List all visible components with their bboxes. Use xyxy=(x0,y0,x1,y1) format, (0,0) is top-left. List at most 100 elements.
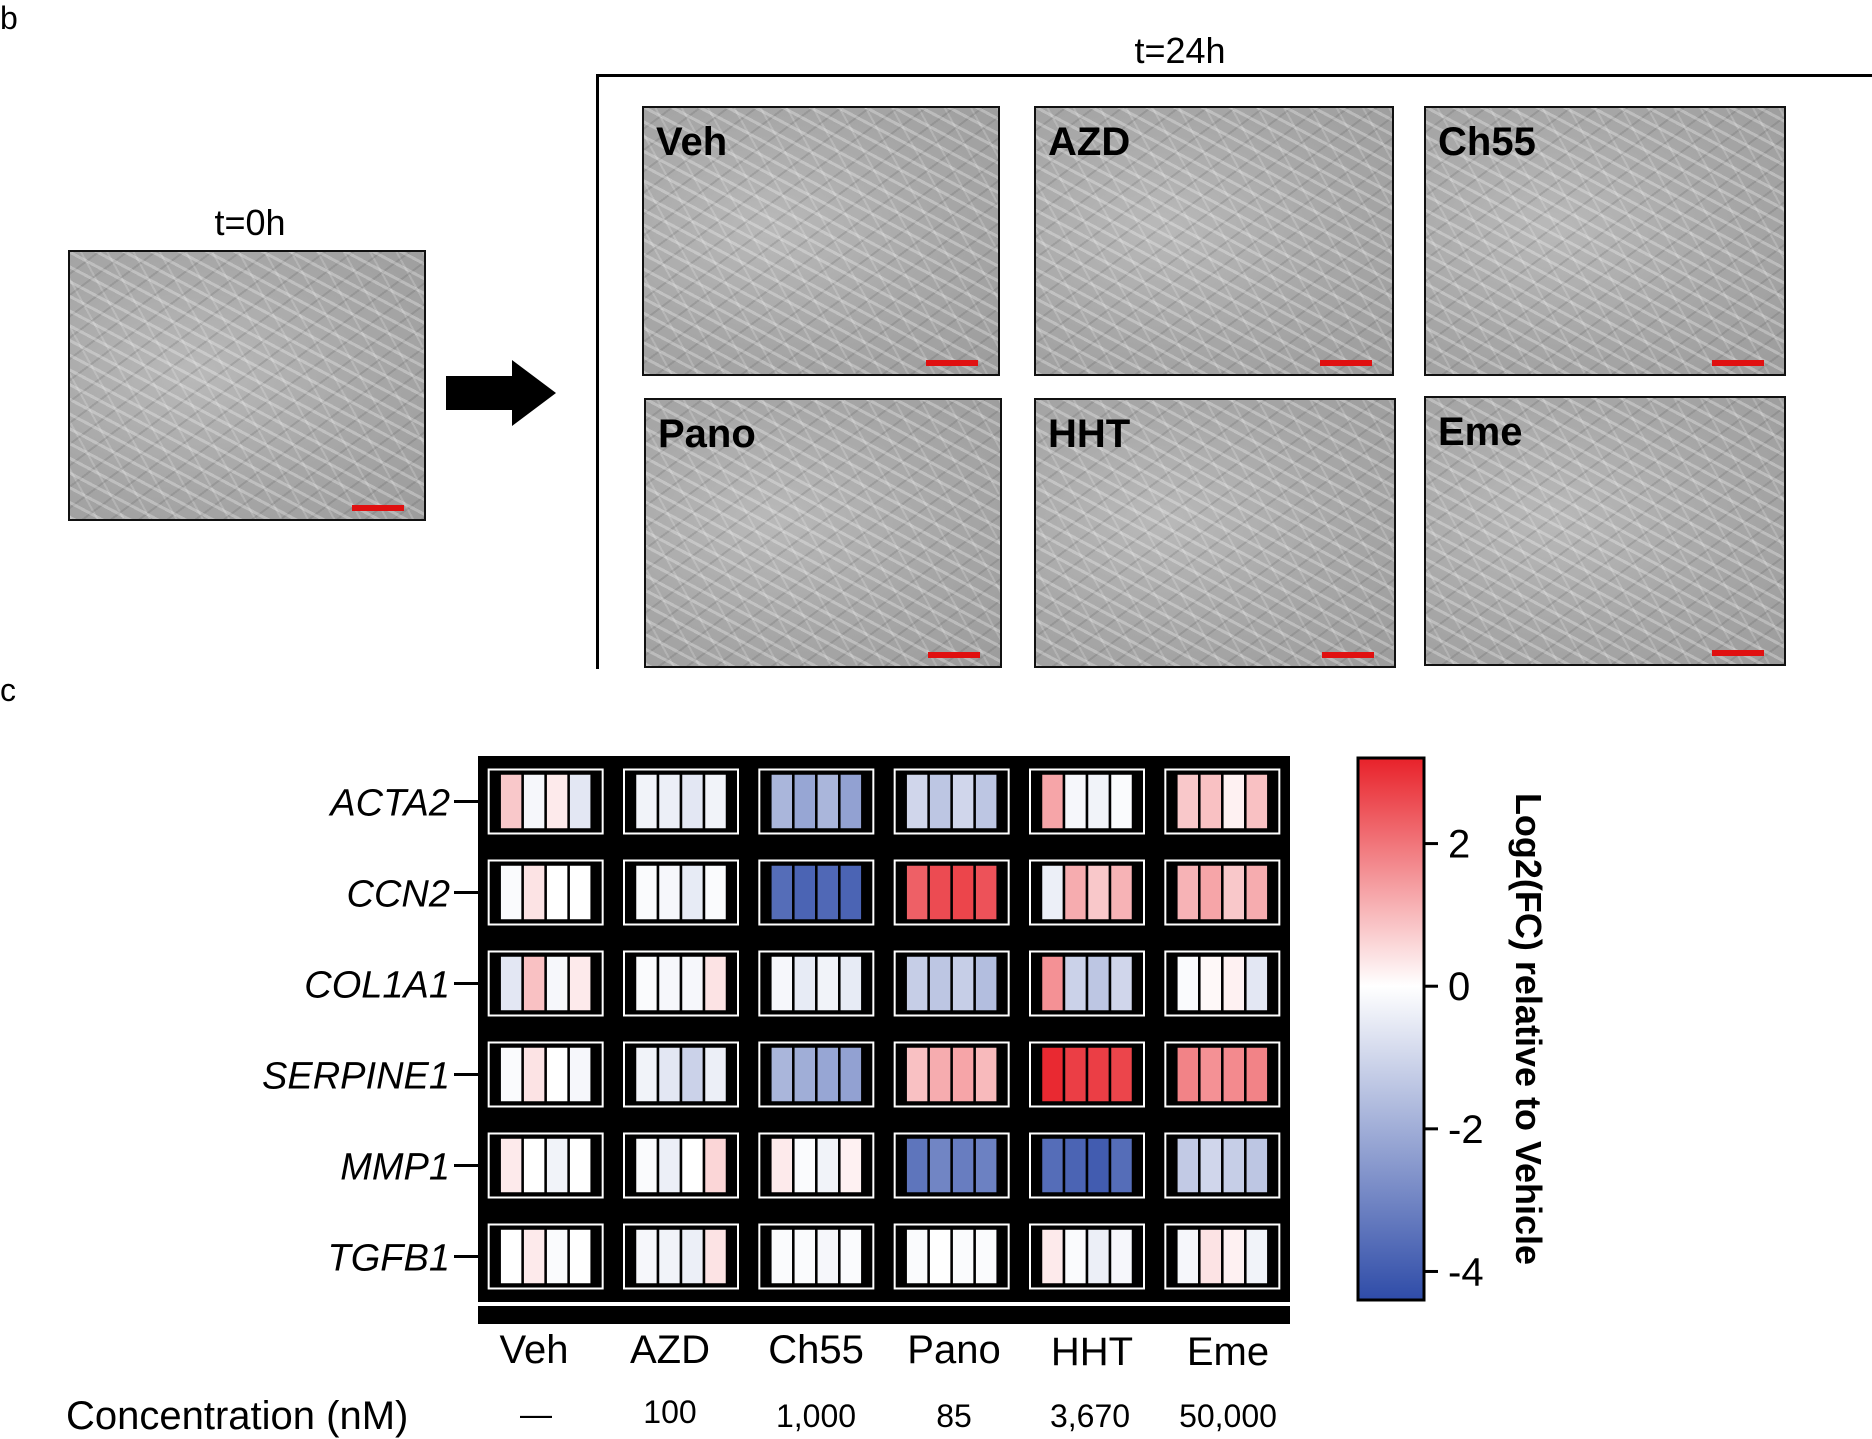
heatmap-cell xyxy=(838,1045,864,1104)
cell-block xyxy=(1164,859,1281,926)
heatmap-cell xyxy=(1175,1045,1201,1104)
heatmap-cell xyxy=(950,1227,976,1286)
treatment-bar xyxy=(478,1306,1290,1324)
heatmap-cell xyxy=(656,1136,683,1195)
heatmap-cell xyxy=(792,954,818,1013)
heatmap-cell xyxy=(1062,1227,1089,1286)
heatmap-cell xyxy=(567,1227,593,1286)
heatmap-cell xyxy=(1085,954,1112,1013)
cell-block xyxy=(487,859,604,926)
concentration-value: 100 xyxy=(643,1394,697,1430)
heatmap-cell xyxy=(633,1136,660,1195)
heatmap-cell xyxy=(1175,1227,1201,1286)
heatmap-cell xyxy=(1198,1136,1224,1195)
cell-block xyxy=(1164,950,1281,1017)
heatmap-cell xyxy=(656,1227,683,1286)
cell-block xyxy=(1164,1041,1281,1108)
cell-block xyxy=(623,1223,739,1290)
heatmap-cell xyxy=(1039,772,1066,831)
heatmap-cell xyxy=(679,1045,706,1104)
heatmap-cell xyxy=(679,772,706,831)
heatmap-cell xyxy=(544,954,570,1013)
cell-block xyxy=(623,768,739,835)
heatmap-cell xyxy=(927,1227,953,1286)
t0-label: t=0h xyxy=(214,202,286,243)
heatmap-cell xyxy=(1108,772,1135,831)
heatmap-cell xyxy=(1108,1227,1135,1286)
heatmap-cell xyxy=(838,772,864,831)
heatmap-cell xyxy=(1085,1227,1112,1286)
heatmap-cell xyxy=(498,863,524,922)
heatmap-cell xyxy=(1244,1227,1270,1286)
heatmap-cell xyxy=(521,1227,547,1286)
cell-block xyxy=(893,950,1010,1017)
cell-block xyxy=(758,950,875,1017)
heatmap-cell xyxy=(792,1227,818,1286)
heatmap-cell xyxy=(792,1045,818,1104)
heatmap-cell xyxy=(702,772,729,831)
gene-label: TGFB1 xyxy=(328,1238,450,1280)
colorbar xyxy=(1356,756,1426,1302)
heatmap-cell xyxy=(973,1045,999,1104)
heatmap-cell xyxy=(1198,863,1224,922)
gene-label: COL1A1 xyxy=(304,965,450,1007)
micrograph-veh: Veh xyxy=(642,106,1000,376)
heatmap-cell xyxy=(815,772,841,831)
heatmap-cell xyxy=(769,863,795,922)
heatmap-cell xyxy=(815,1227,841,1286)
heatmap-cell xyxy=(792,863,818,922)
heatmap-cell xyxy=(1244,772,1270,831)
heatmap-cell xyxy=(544,863,570,922)
cell-block xyxy=(623,859,739,926)
cell-block xyxy=(1029,768,1145,835)
concentration-value: 85 xyxy=(936,1398,972,1434)
heatmap-cell xyxy=(567,954,593,1013)
heatmap-cell xyxy=(815,1136,841,1195)
heatmap-cell xyxy=(702,863,729,922)
heatmap-cell xyxy=(1085,1136,1112,1195)
heatmap-cell xyxy=(679,954,706,1013)
heatmap-cell xyxy=(973,1136,999,1195)
colorbar-tick-label: 2 xyxy=(1448,823,1470,867)
heatmap-cell xyxy=(973,954,999,1013)
concentration-title: Concentration (nM) xyxy=(66,1394,409,1438)
heatmap-cell xyxy=(521,1136,547,1195)
heatmap-cell xyxy=(1175,863,1201,922)
heatmap-cell xyxy=(1085,1045,1112,1104)
cell-block xyxy=(893,1041,1010,1108)
heatmap-cell xyxy=(544,1045,570,1104)
panel-c-letter: c xyxy=(0,672,16,708)
heatmap-cell xyxy=(904,1045,930,1104)
cell-block xyxy=(1164,1223,1281,1290)
scale-bar xyxy=(928,652,980,658)
cell-block xyxy=(893,859,1010,926)
heatmap-cell xyxy=(1062,1136,1089,1195)
t24-bracket xyxy=(596,74,1872,669)
heatmap-cell xyxy=(544,1227,570,1286)
heatmap-cell xyxy=(1108,1045,1135,1104)
heatmap-cell xyxy=(1108,954,1135,1013)
x-tick-label: Pano xyxy=(907,1328,1001,1372)
cell-block xyxy=(487,950,604,1017)
x-tick-label: AZD xyxy=(630,1328,710,1372)
arrow-icon xyxy=(446,360,556,426)
cell-block xyxy=(893,1132,1010,1199)
scale-bar xyxy=(1712,360,1764,366)
heatmap-cell xyxy=(544,772,570,831)
cell-block xyxy=(1029,1041,1145,1108)
heatmap-cell xyxy=(904,954,930,1013)
heatmap-cell xyxy=(950,863,976,922)
heatmap-cell xyxy=(927,772,953,831)
heatmap-cell xyxy=(904,772,930,831)
micrograph-pano: Pano xyxy=(644,398,1002,668)
heatmap-cell xyxy=(498,772,524,831)
t0-micrograph xyxy=(68,250,426,521)
heatmap-cell xyxy=(544,1136,570,1195)
heatmap-cell xyxy=(973,1227,999,1286)
heatmap-cell xyxy=(815,863,841,922)
gene-label: SERPINE1 xyxy=(262,1056,450,1098)
heatmap-cell xyxy=(769,1045,795,1104)
t24-label: t=24h xyxy=(1134,30,1226,71)
heatmap-cell xyxy=(769,772,795,831)
cell-block xyxy=(758,1132,875,1199)
